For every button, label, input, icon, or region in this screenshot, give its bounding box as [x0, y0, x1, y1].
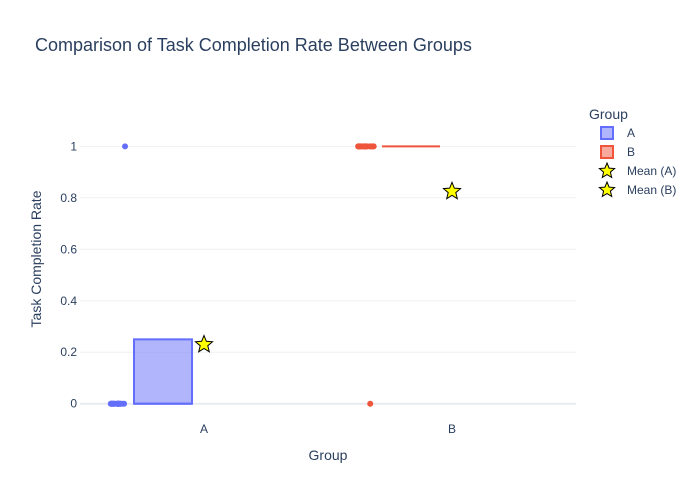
box-series-B	[355, 143, 440, 407]
data-point-A[interactable]	[122, 143, 129, 150]
y-tick-label: 0.6	[60, 242, 77, 256]
y-tick-label: 0.8	[60, 191, 77, 205]
x-tick-label: B	[448, 422, 456, 436]
box-A	[133, 338, 193, 405]
box-series-A	[107, 143, 193, 407]
legend-item-3[interactable]: Mean (B)	[598, 180, 676, 198]
legend-label: Mean (A)	[627, 164, 676, 178]
y-tick-label: 0.2	[60, 345, 77, 359]
y-tick-labels: 0 0.2 0.4 0.6 0.8 1	[60, 139, 77, 410]
y-tick-label: 0.4	[60, 294, 77, 308]
legend-item-1[interactable]: B	[600, 145, 635, 159]
legend-label: B	[627, 145, 635, 159]
legend-item-2[interactable]: Mean (A)	[598, 161, 676, 179]
data-point-B[interactable]	[367, 400, 374, 407]
mean-star-B[interactable]	[442, 181, 462, 200]
x-axis-title: Group	[309, 447, 348, 463]
data-point-B[interactable]	[368, 143, 375, 150]
legend[interactable]: Group AB Mean (A) Mean (B)	[589, 106, 676, 198]
mean-star-A[interactable]	[194, 334, 214, 353]
x-tick-label: A	[200, 422, 208, 436]
y-tick-label: 1	[70, 139, 77, 153]
legend-star-icon	[598, 180, 616, 198]
legend-label: Mean (B)	[627, 183, 676, 197]
data-point-A[interactable]	[107, 400, 114, 407]
data-point-A[interactable]	[114, 400, 121, 407]
legend-swatch	[600, 145, 614, 159]
y-axis-title: Task Completion Rate	[28, 190, 44, 327]
plot-area	[107, 143, 462, 407]
legend-item-0[interactable]: A	[600, 126, 635, 140]
y-tick-label: 0	[70, 397, 77, 411]
legend-label: A	[627, 126, 635, 140]
legend-swatch	[600, 126, 614, 140]
data-point-B[interactable]	[361, 143, 368, 150]
legend-title: Group	[589, 106, 628, 122]
legend-star-icon	[598, 161, 616, 179]
chart-title: Comparison of Task Completion Rate Betwe…	[35, 35, 472, 55]
data-point-B[interactable]	[355, 143, 362, 150]
